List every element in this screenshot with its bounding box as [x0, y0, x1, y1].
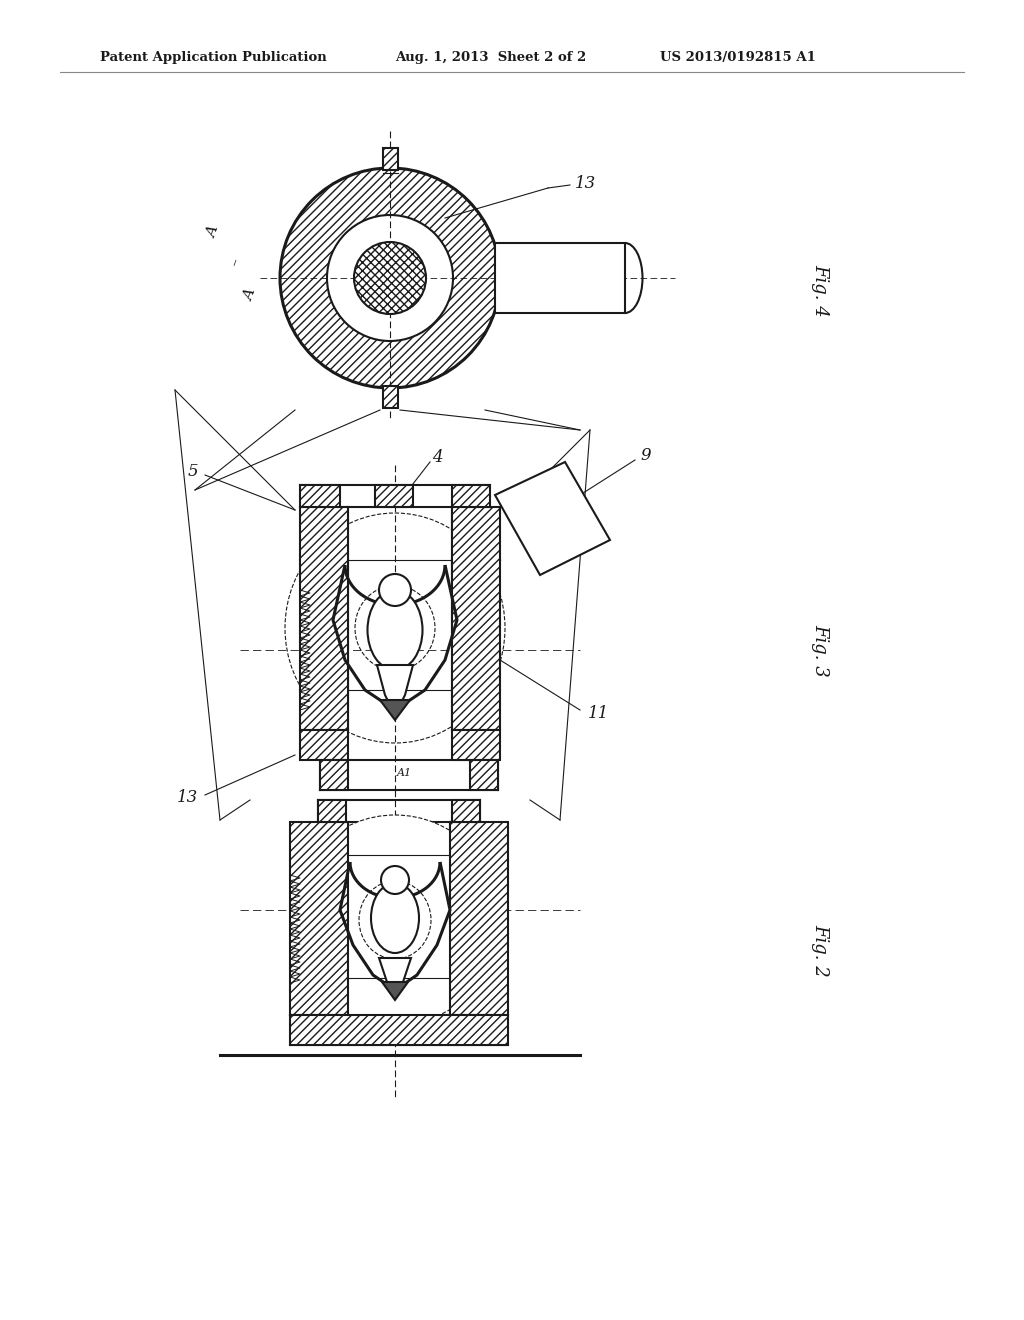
Bar [452, 507, 500, 730]
Bar [290, 822, 348, 1015]
Bar [318, 800, 346, 822]
Polygon shape [382, 982, 408, 1001]
Text: A: A [205, 224, 221, 239]
Polygon shape [495, 462, 610, 576]
Circle shape [290, 814, 500, 1026]
Text: Fig. 3: Fig. 3 [811, 623, 829, 676]
Circle shape [354, 242, 426, 314]
Text: 9: 9 [640, 447, 650, 465]
Bar [300, 484, 340, 507]
Bar [452, 800, 480, 822]
Ellipse shape [368, 590, 423, 671]
Circle shape [381, 866, 409, 894]
Text: Aug. 1, 2013  Sheet 2 of 2: Aug. 1, 2013 Sheet 2 of 2 [395, 51, 587, 65]
Bar [452, 484, 490, 507]
Text: US 2013/0192815 A1: US 2013/0192815 A1 [660, 51, 816, 65]
Bar [495, 243, 625, 313]
Bar [375, 484, 413, 507]
Bar [470, 760, 498, 789]
Text: Fig. 4: Fig. 4 [811, 264, 829, 317]
Circle shape [379, 574, 411, 606]
Polygon shape [377, 665, 413, 715]
Bar [450, 822, 508, 1015]
Text: A: A [403, 486, 412, 499]
Bar [290, 1015, 508, 1045]
Text: 11: 11 [588, 705, 609, 722]
Circle shape [280, 168, 500, 388]
Circle shape [327, 215, 453, 341]
Text: 5: 5 [187, 462, 198, 479]
Bar [452, 730, 500, 760]
Ellipse shape [371, 883, 419, 953]
Text: 13: 13 [177, 789, 198, 807]
Bar [383, 148, 397, 170]
Polygon shape [379, 958, 411, 998]
Text: 4: 4 [432, 450, 442, 466]
Ellipse shape [285, 513, 505, 743]
Bar [300, 507, 348, 730]
Text: Fig. 2: Fig. 2 [811, 924, 829, 977]
Bar [319, 760, 348, 789]
Text: A: A [242, 288, 258, 302]
Text: 13: 13 [575, 174, 596, 191]
Polygon shape [380, 700, 410, 719]
Text: Patent Application Publication: Patent Application Publication [100, 51, 327, 65]
Bar [300, 730, 348, 760]
Text: A1: A1 [397, 768, 412, 777]
Bar [383, 385, 397, 408]
Text: –: – [227, 256, 243, 268]
